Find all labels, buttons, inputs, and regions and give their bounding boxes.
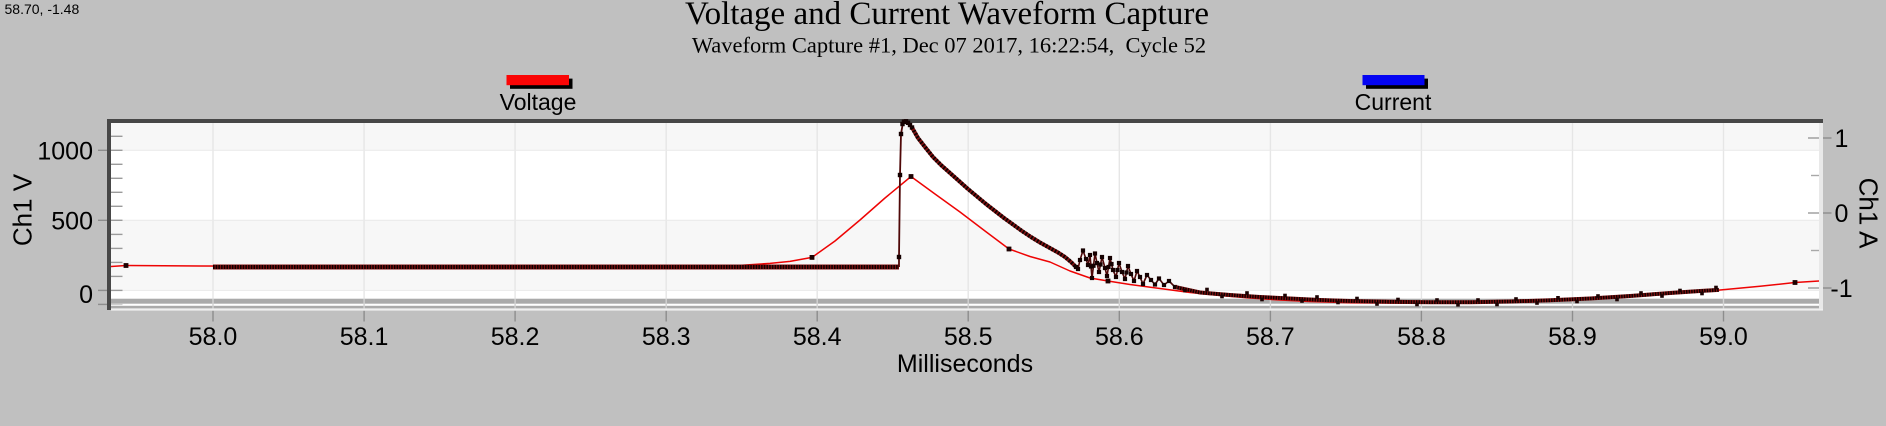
svg-text:58.7: 58.7 — [1246, 323, 1295, 351]
svg-text:Ch1 A: Ch1 A — [1854, 178, 1884, 249]
svg-text:58.6: 58.6 — [1095, 323, 1144, 351]
svg-text:Milliseconds: Milliseconds — [897, 350, 1033, 378]
svg-text:Voltage: Voltage — [500, 89, 577, 115]
svg-text:Voltage and Current Waveform C: Voltage and Current Waveform Capture — [685, 0, 1209, 32]
svg-text:Current: Current — [1355, 89, 1432, 115]
svg-text:58.1: 58.1 — [340, 323, 389, 351]
svg-text:58.70, -1.48: 58.70, -1.48 — [5, 1, 80, 17]
svg-text:1: 1 — [1835, 125, 1849, 153]
svg-text:58.2: 58.2 — [491, 323, 540, 351]
svg-text:58.9: 58.9 — [1548, 323, 1597, 351]
svg-text:58.8: 58.8 — [1397, 323, 1446, 351]
svg-text:1000: 1000 — [37, 137, 93, 165]
svg-text:0: 0 — [79, 281, 93, 309]
svg-text:58.3: 58.3 — [642, 323, 691, 351]
svg-text:0: 0 — [1835, 200, 1849, 228]
svg-text:500: 500 — [51, 207, 93, 235]
svg-text:-1: -1 — [1830, 275, 1852, 303]
svg-text:59.0: 59.0 — [1699, 323, 1748, 351]
svg-text:58.4: 58.4 — [793, 323, 842, 351]
svg-text:58.5: 58.5 — [944, 323, 993, 351]
svg-text:58.0: 58.0 — [189, 323, 238, 351]
svg-text:Waveform Capture #1, Dec 07 20: Waveform Capture #1, Dec 07 2017, 16:22:… — [692, 33, 1206, 58]
svg-text:Ch1 V: Ch1 V — [8, 173, 38, 246]
